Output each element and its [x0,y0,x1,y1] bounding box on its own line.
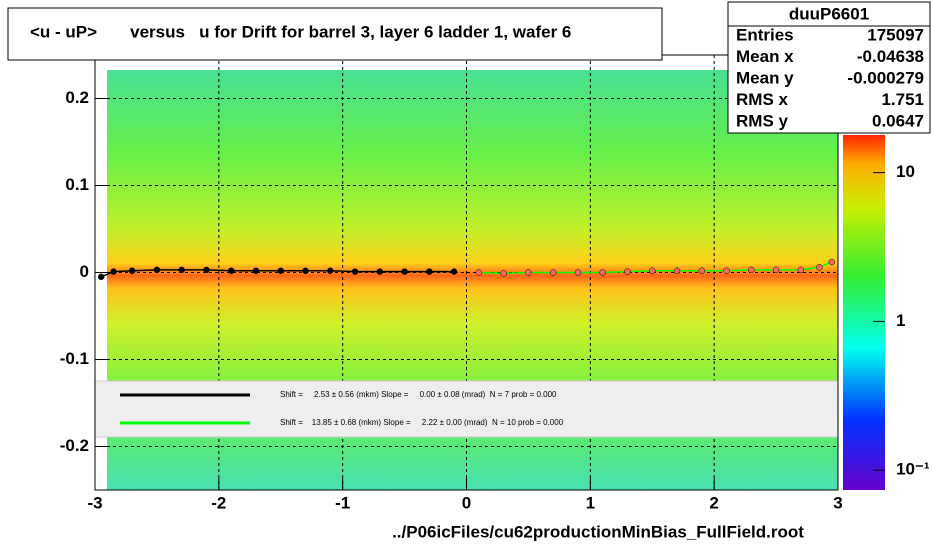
profile-point [110,268,117,275]
footer: ../P06icFiles/cu62productionMinBias_Full… [392,522,804,541]
stats-name: duuP6601 [789,4,869,23]
profile-point [203,266,210,274]
profile-point [673,267,681,275]
profile-line [478,261,833,275]
stats-label: Mean y [736,68,794,87]
stats-box [727,1,931,134]
profile-point [500,270,507,277]
stats-label: Mean x [736,47,794,66]
x-tick-label: 2 [709,493,718,512]
z-tick-label: 10 [896,162,915,181]
y-tick-label: -0.2 [60,436,89,455]
stats-value: 1.751 [881,90,924,109]
profile-point [549,269,557,276]
profile-point [153,266,161,274]
profile-point [351,268,359,275]
z-tick-label: 1 [896,311,905,330]
x-tick-label: -3 [87,493,102,512]
profile-point [599,269,606,276]
y-tick-label: 0.2 [65,88,89,107]
profile-point [797,266,805,274]
color-scale [843,135,885,490]
stats-label: Entries [736,25,794,44]
profile-point [252,267,260,275]
x-tick-label: 3 [833,493,842,512]
profile-point [178,266,185,274]
profile-point [816,264,823,271]
y-tick-label: -0.1 [60,349,89,368]
stats-value: -0.04638 [857,47,924,66]
x-tick-label: -2 [211,493,226,512]
profile-point [97,273,105,281]
profile-line [100,269,455,278]
profile-point [475,269,483,276]
title-box [7,7,663,61]
x-tick-label: 0 [462,493,471,512]
profile-point [302,267,309,275]
profile-point [649,267,656,275]
profile-point [698,267,706,275]
profile-point [277,267,284,275]
profile-point [748,266,755,274]
stats-value: 175097 [867,25,924,44]
profile-point [828,258,836,266]
legend-text: Shift = 2.53 ± 0.56 (mkm) Slope = 0.00 ±… [280,390,557,399]
profile-point [772,266,780,274]
profile-point [426,268,433,275]
stats-label: RMS x [736,90,789,109]
profile-point [450,268,458,275]
stats-label: RMS y [736,111,789,130]
y-tick-label: 0 [80,262,89,281]
y-tick-label: 0.1 [65,175,89,194]
x-tick-label: -1 [335,493,350,512]
z-tick-label: 10⁻¹ [896,460,930,479]
profile-point [227,267,235,275]
profile-point [401,268,408,275]
profile-point [723,267,730,275]
stats-value: -0.000279 [847,68,924,87]
x-tick-label: 1 [586,493,595,512]
profile-point [128,267,136,275]
profile-point [624,268,631,275]
profile-point [574,269,582,276]
profile-point [376,268,384,275]
legend-text: Shift = 13.85 ± 0.68 (mkm) Slope = 2.22 … [280,418,564,427]
profile-point [525,269,532,276]
chart-title: <u - uP> versus u for Drift for barrel 3… [30,22,571,41]
stats-value: 0.0647 [872,111,924,130]
profile-point [327,267,334,275]
